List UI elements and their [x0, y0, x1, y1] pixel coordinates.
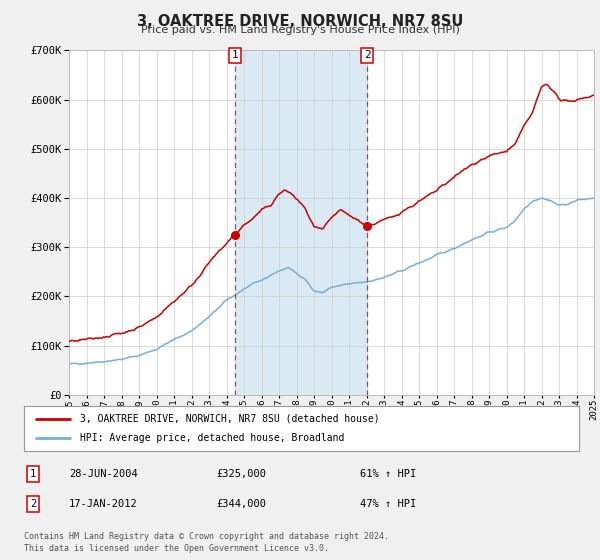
Text: Price paid vs. HM Land Registry's House Price Index (HPI): Price paid vs. HM Land Registry's House … [140, 25, 460, 35]
Text: HPI: Average price, detached house, Broadland: HPI: Average price, detached house, Broa… [79, 433, 344, 444]
Text: 17-JAN-2012: 17-JAN-2012 [69, 499, 138, 509]
Text: 1: 1 [30, 469, 36, 479]
Text: 1: 1 [232, 50, 238, 60]
Text: 3, OAKTREE DRIVE, NORWICH, NR7 8SU: 3, OAKTREE DRIVE, NORWICH, NR7 8SU [137, 14, 463, 29]
Text: 61% ↑ HPI: 61% ↑ HPI [360, 469, 416, 479]
Bar [235, 50, 367, 395]
Text: 3, OAKTREE DRIVE, NORWICH, NR7 8SU (detached house): 3, OAKTREE DRIVE, NORWICH, NR7 8SU (deta… [79, 413, 379, 423]
Text: 28-JUN-2004: 28-JUN-2004 [69, 469, 138, 479]
Text: £344,000: £344,000 [216, 499, 266, 509]
Text: £325,000: £325,000 [216, 469, 266, 479]
Text: This data is licensed under the Open Government Licence v3.0.: This data is licensed under the Open Gov… [24, 544, 329, 553]
Text: 47% ↑ HPI: 47% ↑ HPI [360, 499, 416, 509]
Text: 2: 2 [364, 50, 371, 60]
Text: 2: 2 [30, 499, 36, 509]
Text: Contains HM Land Registry data © Crown copyright and database right 2024.: Contains HM Land Registry data © Crown c… [24, 532, 389, 541]
